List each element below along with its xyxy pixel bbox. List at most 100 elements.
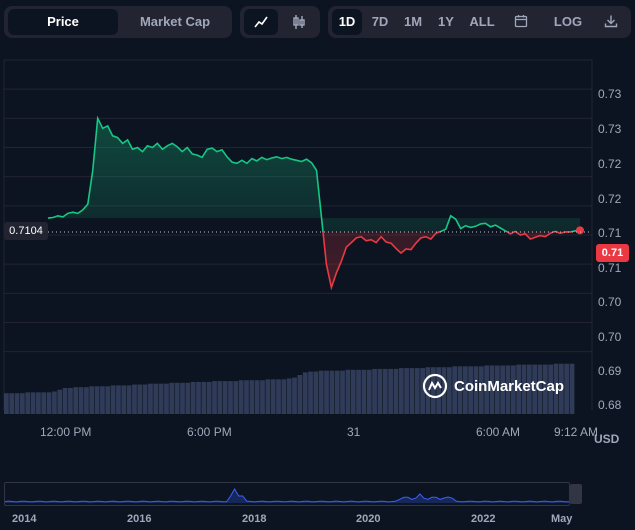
volume-bar: [532, 364, 538, 414]
volume-bar: [254, 380, 260, 414]
volume-bar: [553, 363, 559, 414]
volume-bar: [334, 370, 340, 414]
volume-bar: [137, 384, 143, 414]
navigator-frame[interactable]: [4, 482, 570, 506]
volume-bar: [484, 365, 490, 414]
volume-bar: [457, 366, 463, 414]
volume-bar: [516, 364, 522, 414]
navigator-handle[interactable]: [570, 484, 582, 504]
volume-bar: [324, 370, 329, 414]
volume-bar: [436, 367, 441, 414]
volume-bar: [14, 393, 20, 414]
line-chart-button[interactable]: [244, 9, 278, 35]
volume-bar: [542, 364, 548, 414]
range-1d[interactable]: 1D: [332, 9, 362, 35]
volume-bar: [228, 381, 233, 414]
volume-bar: [404, 368, 409, 414]
volume-bar: [510, 365, 516, 414]
area-up: [48, 118, 580, 232]
market-cap-tab[interactable]: Market Cap: [139, 14, 211, 29]
log-scale-button[interactable]: LOG: [553, 14, 583, 29]
date-picker-button[interactable]: [506, 9, 536, 35]
current-price-label: 0.7104: [4, 222, 48, 240]
volume-bar: [201, 381, 207, 414]
line-chart-icon: [254, 16, 268, 28]
volume-bar: [36, 392, 41, 414]
volume-bar: [308, 371, 313, 414]
volume-bar: [110, 385, 116, 414]
price-line: [47, 115, 584, 291]
volume-bar: [276, 379, 281, 414]
volume-bar: [409, 368, 415, 414]
volume-bar: [89, 386, 95, 414]
volume-bar: [30, 392, 36, 414]
volume-bar: [494, 365, 500, 414]
volume-bar: [196, 381, 201, 414]
coinmarketcap-logo-icon: [422, 373, 448, 399]
volume-bar: [78, 387, 84, 414]
volume-bar: [126, 385, 132, 414]
candlestick-icon: [293, 15, 305, 29]
navigator-year: 2016: [127, 513, 152, 525]
volume-bar: [260, 380, 265, 414]
volume-bar: [398, 368, 404, 414]
volume-bar: [430, 367, 436, 414]
volume-bar: [366, 369, 372, 414]
price-tab[interactable]: Price: [8, 9, 118, 35]
volume-bar: [313, 371, 319, 414]
volume-bar: [4, 393, 9, 414]
volume-bar: [420, 368, 425, 414]
volume-bar: [329, 370, 335, 414]
volume-bars: [4, 363, 575, 414]
x-tick-label: 9:12 AM: [554, 425, 599, 439]
candlestick-button[interactable]: [282, 9, 316, 35]
navigator-year: 2022: [471, 513, 496, 525]
watermark-text: CoinMarketCap: [454, 378, 565, 395]
volume-bar: [132, 384, 137, 414]
chart-toolbar: Price Market Cap 1D 7D 1M 1Y ALL: [0, 0, 635, 44]
area-down: [323, 232, 571, 288]
volume-bar: [233, 381, 239, 414]
last-price-dot: [576, 226, 584, 235]
volume-bar: [270, 379, 276, 414]
volume-bar: [500, 365, 506, 414]
volume-bar: [121, 385, 127, 414]
volume-bar: [62, 388, 68, 414]
volume-bar: [558, 363, 564, 414]
y-tick-label: 0.70: [598, 295, 622, 309]
volume-bar: [345, 369, 351, 414]
y-tick-label: 0.70: [598, 330, 622, 344]
x-tick-label: 6:00 PM: [187, 425, 232, 439]
y-tick-label: 0.71: [598, 261, 622, 275]
volume-bar: [393, 368, 399, 414]
volume-bar: [9, 393, 15, 414]
range-7d[interactable]: 7D: [371, 14, 389, 29]
volume-bar: [286, 378, 292, 414]
volume-bar: [174, 382, 180, 414]
range-1m[interactable]: 1M: [403, 14, 423, 29]
volume-bar: [116, 385, 121, 414]
volume-bar: [265, 379, 271, 414]
volume-bar: [94, 386, 100, 414]
volume-bar: [537, 364, 543, 414]
navigator-year: 2020: [356, 513, 381, 525]
calendar-icon: [514, 15, 528, 28]
volume-bar: [521, 364, 527, 414]
navigator-year: 2018: [242, 513, 267, 525]
range-all[interactable]: ALL: [469, 14, 495, 29]
volume-bar: [425, 367, 431, 414]
volume-bar: [158, 383, 164, 414]
download-button[interactable]: [596, 9, 626, 35]
volume-bar: [292, 377, 297, 414]
range-1y[interactable]: 1Y: [438, 14, 454, 29]
watermark: CoinMarketCap: [422, 373, 564, 399]
price-line-up: [47, 115, 581, 232]
volume-bar: [478, 366, 484, 414]
volume-bar: [212, 381, 217, 414]
y-tick-label: 0.72: [598, 157, 622, 171]
navigator-year: 2014: [12, 513, 37, 525]
volume-bar: [388, 368, 393, 414]
y-tick-label: 0.68: [598, 398, 622, 412]
download-icon: [604, 15, 618, 28]
